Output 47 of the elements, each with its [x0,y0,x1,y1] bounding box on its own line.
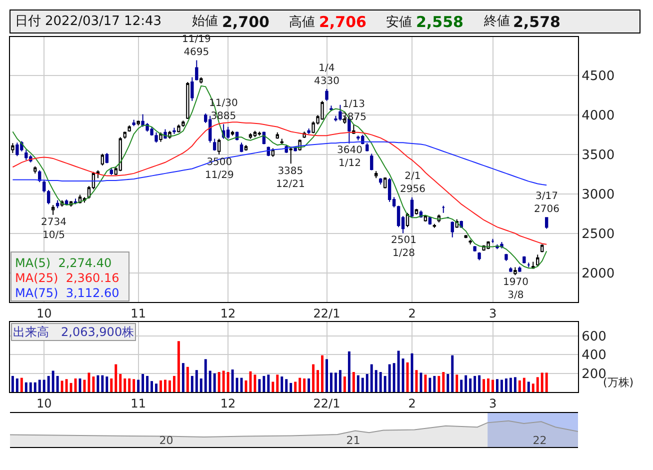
text: MA(75) 3,112.60 [15,286,120,300]
annotation: 3385 12/21 [276,166,305,190]
annotation: 2734 10/5 [41,217,66,241]
y-tick-label: 600 [582,330,606,345]
text: 始値 [192,14,218,29]
x-tick-label: 22/1 [313,396,340,410]
annotation: 1/4 4330 [314,63,340,87]
text: MA(25) 2,360.16 [15,271,120,285]
annotation: 2501 1/28 [391,235,416,259]
annotation: 3/17 2706 [534,191,560,215]
annotation: 3640 1/12 [337,145,362,169]
x-tick-label: 3 [488,396,497,410]
text: 高値 [289,14,315,30]
x-tick-label: 12 [220,306,236,320]
annotation: 11/19 4695 [182,34,211,58]
y-tick-label: 400 [582,348,606,364]
annotation: 3500 11/29 [205,157,234,181]
text: 終値 [483,14,510,29]
x-tick-label: 3 [488,306,497,320]
y-tick-label: 2500 [582,226,615,242]
y-tick-label: 2000 [582,266,615,282]
text: 2,706 [319,13,366,31]
x-tick-label: 10 [36,306,52,320]
y-tick-label: 4000 [582,108,615,124]
y-tick-label: 3000 [582,188,615,202]
text: 2022/03/17 12:43 [45,14,162,29]
x-tick-label: 22 [532,434,547,447]
x-tick-label: 2 [408,306,416,320]
x-tick-label: 11 [130,306,146,320]
x-tick-label: 10 [36,396,52,410]
text: MA(5) 2,274.40 [15,256,112,270]
x-tick-label: 22/1 [313,306,340,320]
text: 2,558 [416,13,464,31]
annotation: 出来高 2,063,900株 [13,325,134,339]
text: 日付 [15,14,41,29]
x-tick-label: 21 [346,434,360,447]
x-tick-label: 2 [408,396,416,410]
annotation: 1970 3/8 [503,277,528,301]
annotation: 2/1 2956 [400,171,426,195]
text: 安値 [386,14,412,30]
text: 2,700 [222,13,270,31]
y-tick-label: 4500 [582,69,615,84]
x-tick-label: 11 [130,396,146,410]
y-tick-label: 3500 [582,148,615,164]
x-tick-label: 20 [159,434,174,447]
x-tick-label: 12 [220,396,236,410]
text: 2,578 [513,13,560,31]
